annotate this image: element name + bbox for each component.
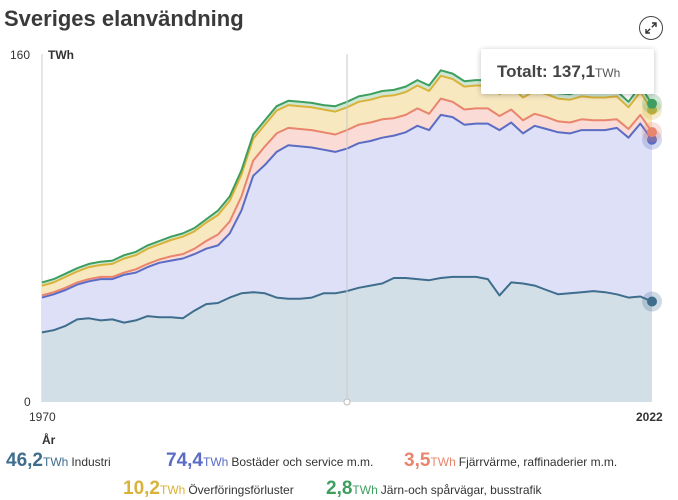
legend-label: Överföringsförluster [188, 483, 294, 497]
hover-axis-marker [343, 398, 351, 406]
expand-icon [645, 22, 657, 34]
end-marker-1 [647, 134, 657, 145]
x-axis-end-label: 2022 [636, 410, 663, 424]
expand-button[interactable] [639, 16, 663, 40]
legend-value: 3,5 [404, 450, 431, 471]
y-axis-unit-label: TWh [48, 48, 74, 62]
tooltip-unit: TWh [594, 66, 621, 80]
end-marker-4 [647, 98, 657, 109]
x-axis-start-label: 1970 [29, 410, 56, 424]
tooltip-label: Totalt: [497, 62, 548, 81]
legend-unit: TWh [159, 483, 186, 497]
chart-title: Sveriges elanvändning [4, 6, 244, 31]
legend-unit: TWh [352, 483, 378, 497]
legend-value: 10,2 [123, 478, 160, 499]
legend-unit: TWh [430, 455, 456, 469]
chart-plot[interactable] [0, 0, 678, 430]
legend-item-jarnvagar[interactable]: 2,8TWh Järn-och spårvägar, busstrafik [326, 478, 542, 500]
legend-label: Fjärrvärme, raffinaderier m.m. [458, 455, 618, 469]
y-axis-max-label: 160 [10, 48, 31, 62]
legend-unit: TWh [42, 455, 69, 469]
legend-label: Bostäder och service m.m. [231, 455, 374, 469]
legend-label: Järn-och spårvägar, busstrafik [380, 483, 542, 497]
y-axis-zero-label: 0 [24, 395, 31, 409]
legend-value: 74,4 [166, 450, 203, 471]
end-marker-0 [647, 296, 657, 307]
end-marker-2 [647, 127, 657, 138]
x-axis-title: År [42, 433, 56, 447]
legend-item-overforingsforluster[interactable]: 10,2TWh Överföringsförluster [123, 478, 294, 500]
legend-item-industri[interactable]: 46,2TWh Industri [6, 450, 111, 472]
legend-item-fjarrvarme[interactable]: 3,5TWh Fjärrvärme, raffinaderier m.m. [404, 450, 617, 472]
legend-value: 46,2 [6, 450, 43, 471]
total-tooltip: Totalt: 137,1TWh [481, 49, 654, 94]
legend-label: Industri [71, 455, 111, 469]
area-3 [42, 75, 652, 296]
tooltip-value: 137,1 [552, 62, 595, 81]
legend-item-bostader[interactable]: 74,4TWh Bostäder och service m.m. [166, 450, 373, 472]
legend-value: 2,8 [326, 478, 353, 499]
legend-unit: TWh [202, 455, 229, 469]
